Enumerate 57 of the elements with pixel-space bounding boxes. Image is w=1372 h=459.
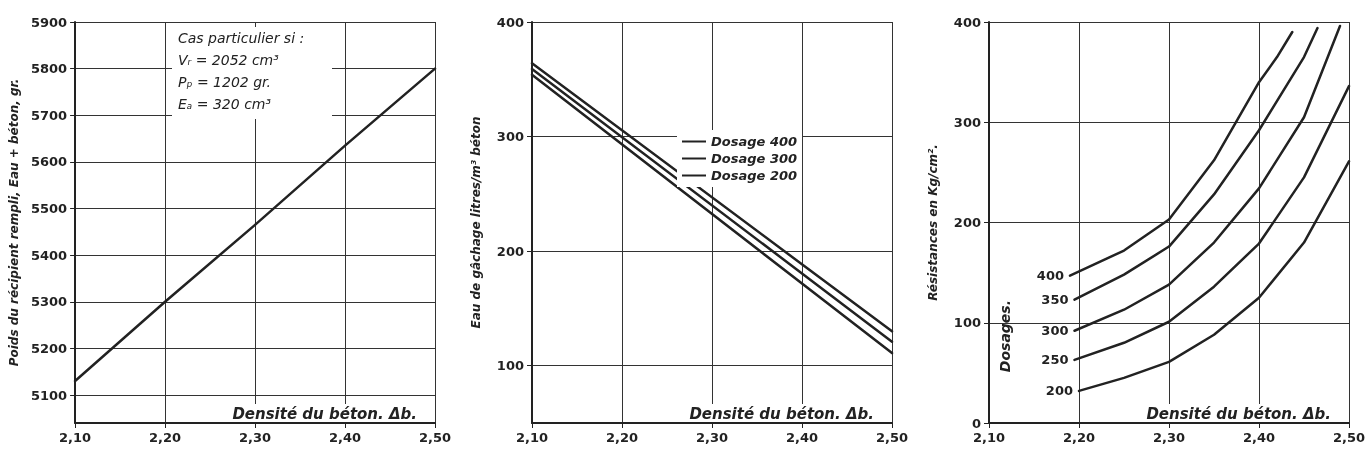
- legend-title: Dosages.: [997, 300, 1013, 373]
- y-tick-label: 5700: [30, 107, 68, 123]
- y-tick-label: 300: [496, 129, 524, 145]
- y-tick-label: 100: [953, 315, 981, 331]
- x-tick-label: 2,10: [515, 430, 549, 445]
- x-tick-label: 2,40: [328, 430, 362, 445]
- series-label: 350: [1041, 292, 1069, 308]
- x-axis-title: Densité du béton. Δb.: [1146, 404, 1331, 423]
- y-tick-label: 200: [953, 215, 981, 230]
- annotation: Cas particulier si :: [178, 30, 305, 46]
- x-tick-label: 2,40: [785, 430, 819, 445]
- x-tick-label: 2,50: [875, 430, 909, 445]
- x-tick-label: 2,20: [605, 430, 639, 445]
- y-tick-label: 300: [953, 114, 981, 130]
- legend-label: Dosage 400: [711, 134, 798, 149]
- x-tick-label: 2,30: [1152, 430, 1186, 445]
- x-tick-label: 2,20: [149, 430, 182, 445]
- x-axis-title: Densité du béton. Δb.: [232, 404, 417, 423]
- series-label: 400: [1036, 268, 1064, 284]
- legend-label: Dosage 200: [711, 168, 798, 183]
- y-axis-title: Résistances en Kg/cm².: [926, 144, 940, 301]
- y-tick-label: 5900: [30, 14, 68, 30]
- series-label: 300: [1041, 323, 1069, 339]
- line-series: [1077, 160, 1351, 393]
- y-axis-title: Poids du récipient rempli, Eau + béton, gr.: [7, 78, 21, 367]
- y-tick-label: 200: [496, 243, 524, 259]
- y-tick-label: 5200: [30, 340, 68, 356]
- line-series: [1073, 24, 1342, 333]
- y-tick-label: 400: [953, 14, 981, 30]
- y-tick-label: 5500: [30, 201, 68, 217]
- x-axis-title: Densité du béton. Δb.: [689, 404, 874, 423]
- x-tick-label: 2,10: [972, 430, 1006, 445]
- annotation: Pₚ = 1202 gr.: [178, 74, 271, 90]
- y-tick-label: 400: [496, 14, 524, 30]
- y-tick-label: 5100: [30, 387, 68, 403]
- x-tick-label: 2,40: [1242, 430, 1276, 445]
- annotation: Eₐ = 320 cm³: [178, 96, 272, 112]
- x-tick-label: 2,30: [239, 430, 272, 445]
- x-tick-label: 2,50: [1332, 430, 1366, 445]
- y-axis-title: Eau de gâchage litres/m³ béton: [469, 116, 483, 329]
- y-tick-label: 100: [496, 358, 524, 374]
- line-series: [1073, 84, 1351, 362]
- x-tick-label: 2,50: [418, 430, 452, 445]
- annotation: Vᵣ = 2052 cm³: [178, 52, 280, 68]
- x-tick-label: 2,30: [695, 430, 729, 445]
- series-label: 200: [1045, 383, 1073, 399]
- x-tick-label: 2,20: [1062, 430, 1096, 445]
- series-label: 250: [1041, 352, 1069, 368]
- y-tick-label: 5800: [30, 61, 68, 77]
- x-tick-label: 2,10: [59, 430, 92, 445]
- y-tick-label: 0: [971, 415, 981, 431]
- legend-label: Dosage 300: [711, 151, 798, 166]
- y-tick-label: 5600: [30, 154, 68, 170]
- line-series: [1073, 26, 1319, 301]
- y-tick-label: 5300: [30, 294, 68, 310]
- line-series: [1068, 30, 1294, 277]
- y-tick-label: 5400: [30, 247, 68, 263]
